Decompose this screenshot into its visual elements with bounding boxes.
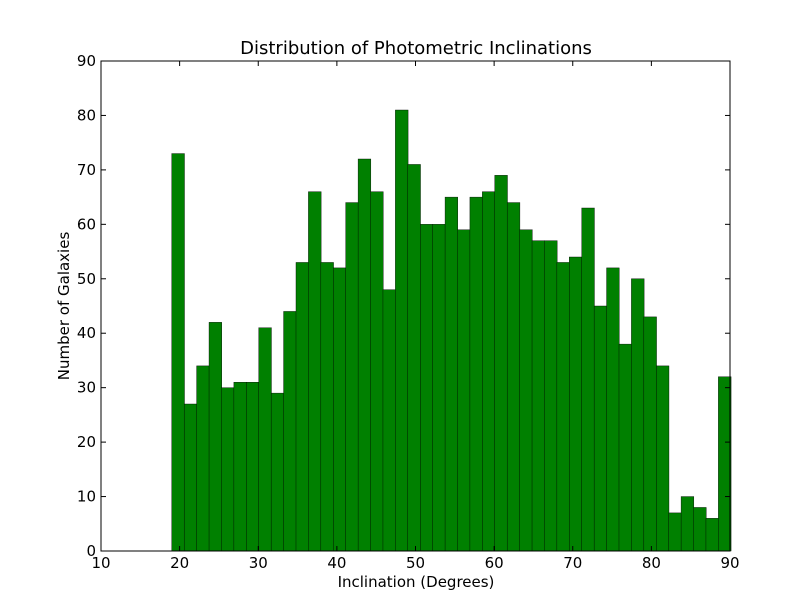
histogram-bar: [569, 256, 583, 552]
histogram-bar: [705, 518, 719, 552]
histogram-bar: [693, 507, 707, 552]
y-tick-label: 10: [77, 488, 96, 506]
y-tick-label: 20: [77, 433, 96, 451]
x-tick-label: 70: [563, 554, 582, 572]
x-tick-label: 30: [249, 554, 268, 572]
histogram-bar: [656, 365, 670, 552]
histogram-bar: [556, 262, 570, 552]
y-tick-label: 0: [86, 542, 96, 560]
x-tick-label: 80: [642, 554, 661, 572]
y-axis: 0 10 20 30 40 50 60 70 80 90: [77, 52, 730, 560]
histogram-bar: [444, 196, 458, 552]
x-tick-label: 90: [720, 554, 739, 572]
y-tick-label: 70: [77, 161, 96, 179]
histogram-bar: [295, 262, 309, 552]
histogram-bar: [345, 202, 359, 552]
y-tick-label: 60: [77, 215, 96, 233]
histogram-bar: [432, 224, 446, 552]
x-tick-label: 50: [406, 554, 425, 572]
histogram-bar: [382, 289, 396, 552]
y-tick-label: 50: [77, 270, 96, 288]
bars-group: [171, 109, 732, 552]
histogram-bar: [494, 175, 508, 552]
y-tick-label: 80: [77, 106, 96, 124]
histogram-bar: [221, 387, 235, 552]
histogram-bar: [333, 267, 347, 552]
x-tick-label: 60: [485, 554, 504, 572]
histogram-bar: [531, 240, 545, 552]
histogram-bar: [718, 376, 732, 552]
histogram-bar: [680, 496, 695, 552]
histogram-bar: [631, 278, 645, 552]
x-axis-title: Inclination (Degrees): [338, 573, 495, 591]
histogram-bar: [258, 327, 272, 552]
histogram-bar: [270, 392, 285, 552]
histogram-bar: [618, 343, 632, 552]
histogram-bar: [407, 164, 421, 552]
histogram-bar: [506, 202, 521, 552]
histogram-bar: [308, 191, 322, 552]
y-axis-title: Number of Galaxies: [55, 232, 73, 381]
histogram-bar: [246, 382, 260, 552]
histogram-bar: [283, 311, 297, 552]
histogram-bar: [420, 224, 434, 552]
x-tick-label: 20: [170, 554, 189, 572]
histogram-bar: [208, 322, 222, 552]
histogram-bar: [544, 240, 558, 552]
histogram-bar: [171, 153, 185, 552]
histogram-bar: [320, 262, 334, 552]
histogram-bar: [606, 267, 620, 552]
histogram-bar: [593, 305, 608, 552]
histogram-bar: [482, 191, 496, 552]
x-tick-label: 10: [91, 554, 110, 572]
histogram-bar: [357, 158, 372, 552]
histogram-bar: [668, 512, 682, 552]
y-tick-label: 40: [77, 324, 96, 342]
histogram-bar: [183, 403, 198, 552]
y-tick-label: 30: [77, 379, 96, 397]
histogram-bar: [469, 196, 483, 552]
chart-title: Distribution of Photometric Inclinations: [240, 38, 592, 59]
histogram-bar: [581, 207, 595, 552]
x-tick-label: 40: [327, 554, 346, 572]
histogram-bar: [233, 382, 247, 552]
histogram-bar: [643, 316, 657, 552]
y-tick-label: 90: [77, 52, 96, 70]
histogram-bar: [370, 191, 384, 552]
histogram-bar: [196, 365, 210, 552]
x-axis: 10 20 30 40 50 60 70 80 90: [91, 61, 740, 572]
histogram-bar: [395, 109, 409, 552]
histogram-bar: [519, 229, 533, 552]
histogram-bar: [457, 229, 471, 552]
